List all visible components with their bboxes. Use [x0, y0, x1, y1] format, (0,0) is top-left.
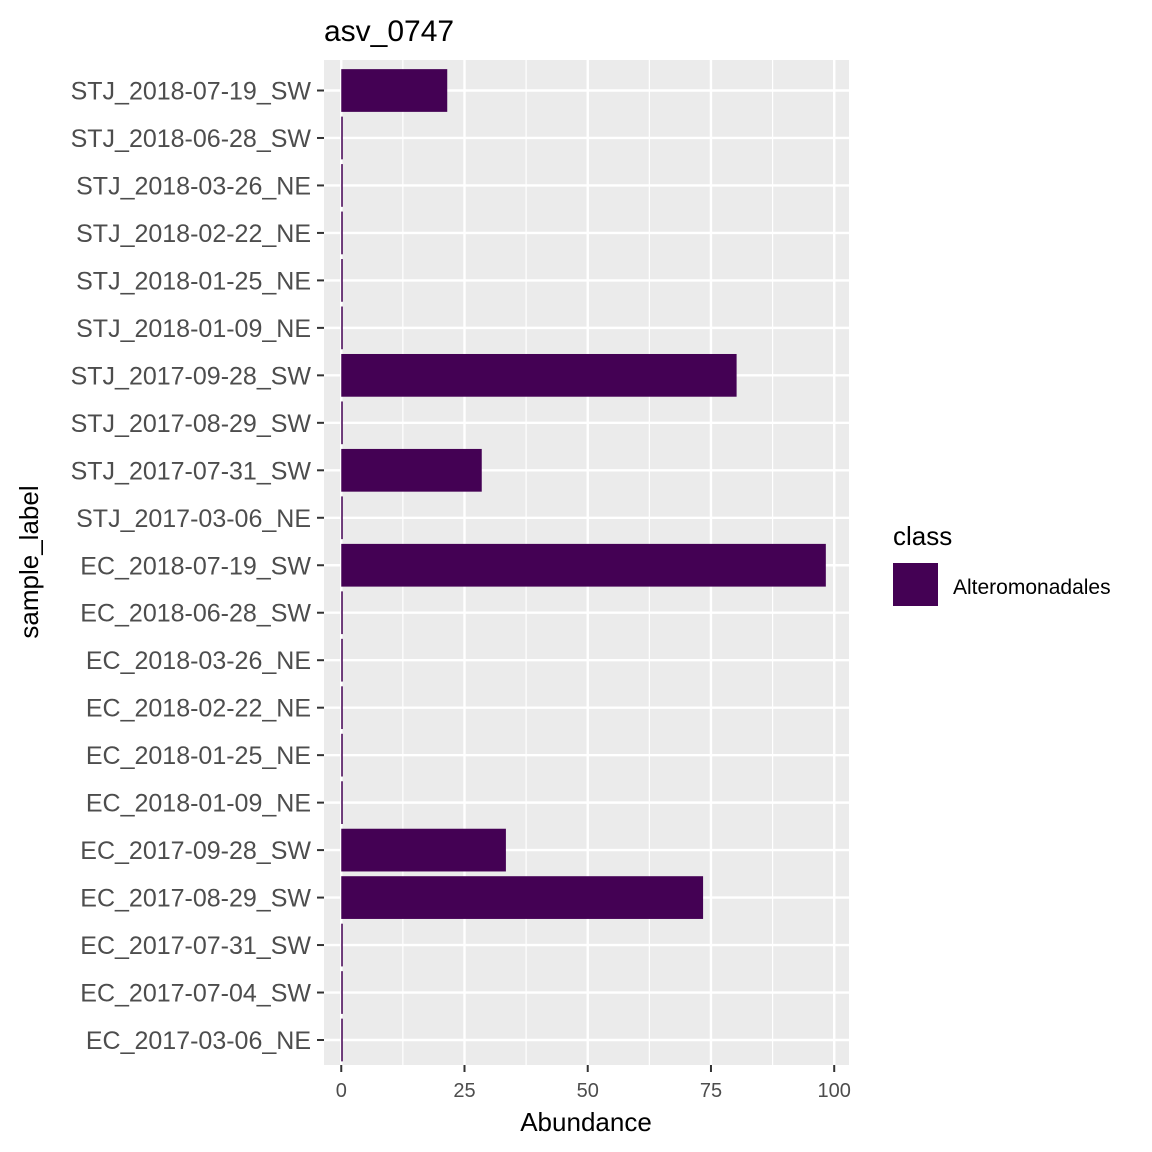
- y-tick-label: STJ_2018-01-25_NE: [76, 267, 311, 295]
- y-tick-label: EC_2018-02-22_NE: [86, 695, 311, 723]
- legend-key: [893, 563, 938, 606]
- bar: [341, 591, 343, 635]
- bar: [341, 828, 506, 872]
- bars: [341, 69, 826, 1062]
- bar: [341, 496, 343, 540]
- y-tick-label: STJ_2017-09-28_SW: [71, 362, 312, 390]
- y-tick-label: STJ_2018-03-26_NE: [76, 172, 311, 200]
- bar: [341, 116, 343, 160]
- bar: [341, 543, 826, 587]
- y-tick-label: STJ_2017-03-06_NE: [76, 505, 311, 533]
- y-tick-label: STJ_2018-02-22_NE: [76, 220, 311, 248]
- y-tick-label: EC_2017-09-28_SW: [80, 837, 311, 865]
- bar: [341, 1018, 343, 1062]
- y-tick-label: EC_2017-03-06_NE: [86, 1027, 311, 1055]
- chart-title: asv_0747: [324, 15, 454, 48]
- y-tick-label: EC_2017-07-31_SW: [80, 932, 311, 960]
- x-tick-label: 25: [453, 1080, 475, 1102]
- bar: [341, 353, 737, 397]
- bar: [341, 733, 343, 777]
- y-tick-label: STJ_2017-08-29_SW: [71, 410, 312, 438]
- bar: [341, 686, 343, 730]
- x-tick-label: 100: [818, 1080, 851, 1102]
- bar: [341, 69, 448, 112]
- y-tick-label: EC_2017-08-29_SW: [80, 885, 311, 913]
- bar: [341, 923, 343, 967]
- x-tick-label: 0: [336, 1080, 347, 1102]
- x-tick-label: 50: [577, 1080, 599, 1102]
- y-tick-label: EC_2018-03-26_NE: [86, 647, 311, 675]
- x-axis-ticks: 0 25 50 75 100: [336, 1065, 851, 1102]
- bar: [341, 876, 704, 919]
- bar: [341, 971, 343, 1014]
- x-tick-label: 75: [700, 1080, 722, 1102]
- y-axis-label: sample_label: [14, 485, 44, 638]
- bar: [341, 211, 343, 255]
- legend-title: class: [893, 521, 952, 551]
- y-tick-label: EC_2018-01-09_NE: [86, 790, 311, 818]
- y-tick-label: STJ_2017-07-31_SW: [71, 457, 312, 485]
- legend-item-label: Alteromonadales: [953, 576, 1111, 599]
- y-tick-label: EC_2018-06-28_SW: [80, 600, 311, 628]
- bar: [341, 306, 343, 350]
- bar: [341, 164, 343, 207]
- y-tick-label: STJ_2018-06-28_SW: [71, 125, 312, 153]
- bar: [341, 638, 343, 682]
- bar: [341, 259, 343, 302]
- y-tick-label: EC_2018-01-25_NE: [86, 742, 311, 770]
- bar: [341, 781, 343, 824]
- y-tick-label: EC_2017-07-04_SW: [80, 980, 311, 1008]
- legend: class Alteromonadales: [893, 521, 1111, 606]
- y-tick-label: STJ_2018-07-19_SW: [71, 78, 312, 106]
- y-tick-label: EC_2018-07-19_SW: [80, 552, 311, 580]
- y-axis-ticks: STJ_2018-07-19_SW STJ_2018-06-28_SW STJ_20…: [71, 78, 324, 1055]
- bar: [341, 401, 343, 445]
- bar: [341, 448, 482, 492]
- x-axis-label: Abundance: [520, 1107, 652, 1137]
- y-tick-label: STJ_2018-01-09_NE: [76, 315, 311, 343]
